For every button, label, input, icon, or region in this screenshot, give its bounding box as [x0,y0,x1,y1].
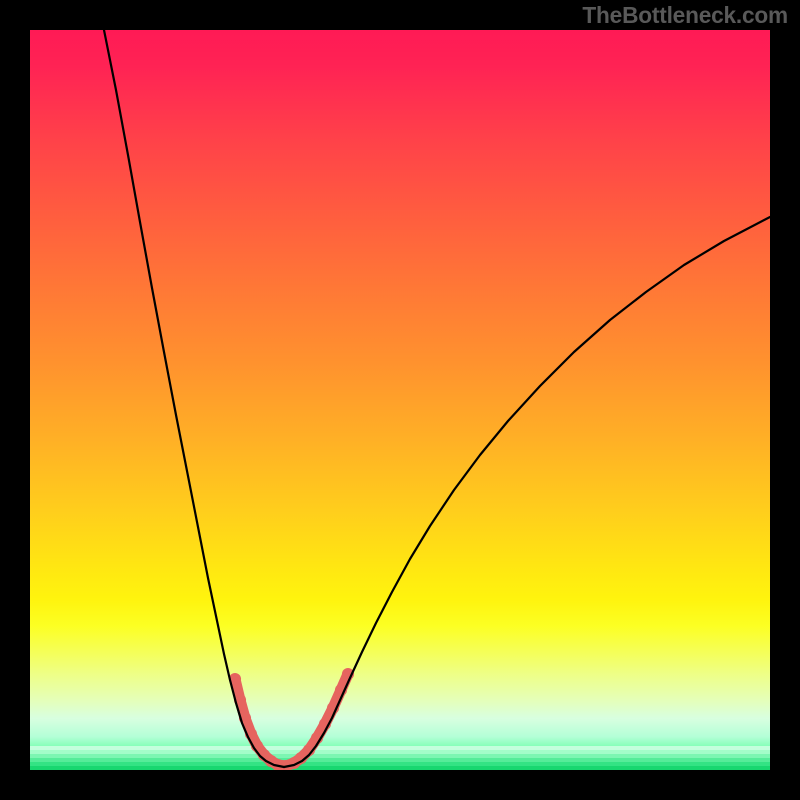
chart-frame: TheBottleneck.com [0,0,800,800]
attribution-text: TheBottleneck.com [582,2,788,29]
curve-left-branch [104,30,284,767]
highlight-segment [229,668,354,770]
curve-layer [30,30,770,770]
curve-right-branch [284,217,770,767]
plot-area [30,30,770,770]
